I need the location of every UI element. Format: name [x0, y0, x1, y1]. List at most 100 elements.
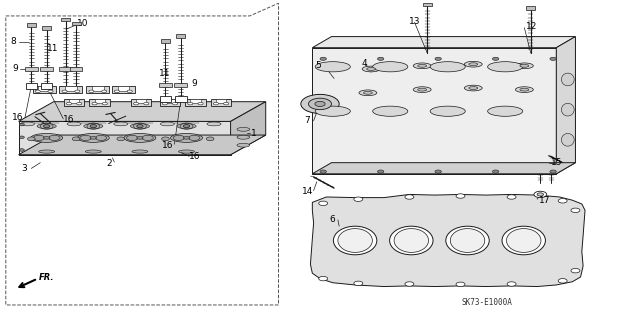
Polygon shape	[312, 48, 556, 174]
Circle shape	[19, 123, 24, 126]
Ellipse shape	[488, 62, 523, 72]
Circle shape	[558, 198, 567, 203]
Ellipse shape	[359, 90, 377, 96]
Polygon shape	[42, 26, 51, 30]
Circle shape	[492, 57, 499, 60]
Text: 6: 6	[330, 215, 335, 224]
Polygon shape	[95, 99, 105, 103]
Text: 10: 10	[77, 19, 89, 28]
Ellipse shape	[362, 66, 380, 72]
Circle shape	[117, 137, 125, 141]
Ellipse shape	[44, 137, 50, 139]
Ellipse shape	[237, 127, 250, 131]
Polygon shape	[40, 67, 53, 71]
Ellipse shape	[418, 64, 427, 67]
Polygon shape	[312, 163, 575, 174]
Polygon shape	[556, 37, 575, 174]
Text: 15: 15	[551, 158, 563, 167]
Text: SK73-E1000A: SK73-E1000A	[462, 298, 513, 307]
Polygon shape	[160, 96, 172, 102]
Ellipse shape	[515, 63, 533, 69]
Polygon shape	[70, 67, 83, 71]
Circle shape	[507, 282, 516, 286]
Circle shape	[102, 90, 107, 93]
Polygon shape	[118, 86, 129, 91]
Ellipse shape	[488, 106, 523, 116]
Text: FR.: FR.	[39, 272, 54, 281]
Circle shape	[319, 201, 328, 205]
Ellipse shape	[413, 87, 431, 93]
Text: 16: 16	[189, 152, 200, 161]
Polygon shape	[27, 23, 36, 27]
Polygon shape	[161, 39, 170, 43]
Circle shape	[435, 57, 442, 60]
Ellipse shape	[90, 137, 97, 139]
Ellipse shape	[338, 229, 372, 252]
Ellipse shape	[127, 135, 138, 140]
Ellipse shape	[131, 123, 150, 129]
Polygon shape	[26, 83, 37, 89]
Circle shape	[320, 57, 326, 60]
Polygon shape	[19, 102, 266, 122]
Polygon shape	[159, 83, 172, 87]
Circle shape	[188, 102, 193, 105]
Circle shape	[320, 170, 326, 173]
Circle shape	[162, 137, 170, 141]
Circle shape	[537, 193, 543, 196]
Ellipse shape	[179, 150, 195, 153]
Circle shape	[456, 282, 465, 286]
Ellipse shape	[372, 62, 408, 72]
Circle shape	[315, 101, 325, 107]
Circle shape	[550, 57, 556, 60]
Ellipse shape	[520, 64, 529, 67]
Polygon shape	[310, 195, 585, 286]
Circle shape	[308, 98, 332, 110]
Polygon shape	[312, 37, 575, 48]
Circle shape	[134, 102, 139, 105]
Text: 1: 1	[251, 129, 257, 138]
Circle shape	[571, 269, 580, 273]
Ellipse shape	[394, 229, 429, 252]
Circle shape	[206, 137, 214, 141]
Text: 4: 4	[362, 59, 367, 68]
Circle shape	[75, 90, 80, 93]
Circle shape	[28, 137, 35, 141]
Text: 7: 7	[304, 116, 310, 125]
Polygon shape	[19, 135, 266, 155]
Ellipse shape	[446, 226, 489, 255]
Circle shape	[435, 170, 442, 173]
Text: 13: 13	[410, 17, 421, 26]
Ellipse shape	[188, 135, 200, 140]
Ellipse shape	[333, 226, 377, 255]
Ellipse shape	[451, 229, 484, 252]
Circle shape	[534, 191, 547, 197]
Polygon shape	[211, 99, 231, 106]
Ellipse shape	[237, 143, 250, 147]
Polygon shape	[112, 86, 135, 93]
Circle shape	[456, 194, 465, 198]
Polygon shape	[131, 99, 152, 106]
Ellipse shape	[515, 87, 533, 93]
Circle shape	[137, 124, 143, 128]
Polygon shape	[19, 122, 230, 155]
Polygon shape	[230, 102, 266, 155]
Text: 9: 9	[191, 79, 196, 88]
Ellipse shape	[142, 135, 154, 140]
Circle shape	[571, 208, 580, 212]
Polygon shape	[60, 86, 83, 93]
Circle shape	[405, 195, 414, 199]
Circle shape	[89, 90, 94, 93]
Ellipse shape	[161, 122, 174, 126]
Circle shape	[198, 102, 203, 105]
Text: 8: 8	[10, 38, 16, 47]
Ellipse shape	[413, 63, 431, 69]
Circle shape	[319, 276, 328, 281]
Ellipse shape	[33, 135, 45, 140]
Ellipse shape	[465, 61, 482, 67]
Circle shape	[44, 124, 50, 128]
Circle shape	[144, 102, 149, 105]
Circle shape	[19, 136, 24, 138]
Ellipse shape	[84, 123, 103, 129]
Ellipse shape	[20, 122, 35, 126]
Ellipse shape	[372, 106, 408, 116]
